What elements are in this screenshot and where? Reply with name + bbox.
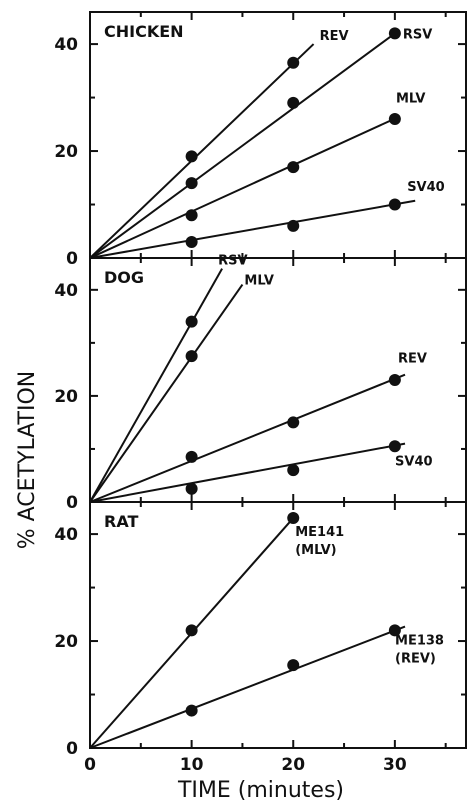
data-point <box>185 350 198 363</box>
series-label: ME141 <box>295 525 344 540</box>
series-line <box>89 373 406 503</box>
y-tick-label: 0 <box>66 493 78 513</box>
series-line <box>89 283 244 503</box>
data-point <box>287 161 300 174</box>
panel-title: DOG <box>104 268 144 287</box>
data-point <box>388 198 401 211</box>
panel-title: RAT <box>104 512 138 531</box>
panel-frame <box>89 501 467 749</box>
data-point <box>287 56 300 69</box>
data-point <box>185 235 198 248</box>
data-point <box>388 112 401 125</box>
series-label: MLV <box>244 274 274 289</box>
series-label: RSV <box>403 27 432 42</box>
y-tick-label: 40 <box>54 281 78 301</box>
data-point <box>185 315 198 328</box>
series-line <box>89 442 406 503</box>
data-point <box>388 440 401 453</box>
data-point <box>287 464 300 477</box>
y-tick-label: 20 <box>54 387 78 407</box>
y-tick-label: 20 <box>54 142 78 162</box>
data-point <box>185 704 198 717</box>
y-tick-label: 0 <box>66 249 78 269</box>
series-label: ME138 <box>395 634 444 649</box>
series-label: REV <box>320 29 349 44</box>
series-line <box>89 268 223 503</box>
x-tick-label: 30 <box>383 755 407 775</box>
y-tick-label: 40 <box>54 525 78 545</box>
series-line <box>89 199 416 259</box>
series-line <box>89 115 401 259</box>
data-point <box>185 482 198 495</box>
series-line <box>89 43 315 259</box>
y-tick-label: 20 <box>54 632 78 652</box>
panel-frame <box>89 11 467 259</box>
series-label: SV40 <box>395 455 433 470</box>
data-point <box>287 96 300 109</box>
series-sublabel: (MLV) <box>295 543 336 558</box>
data-point <box>388 374 401 386</box>
x-tick-label: 20 <box>281 755 305 775</box>
data-point <box>185 450 198 463</box>
x-tick-label: 10 <box>180 755 204 775</box>
data-point <box>287 219 300 232</box>
series-label: SV40 <box>407 180 445 195</box>
y-axis-title: % ACETYLATION <box>15 371 40 550</box>
series-label: REV <box>398 352 427 367</box>
data-point <box>287 416 300 429</box>
series-label: MLV <box>396 91 426 106</box>
data-point <box>185 624 198 637</box>
x-tick-label: 0 <box>84 755 96 775</box>
data-point <box>287 512 300 525</box>
series-label: RSV <box>218 254 247 269</box>
series-line <box>89 625 406 749</box>
data-point <box>185 177 198 190</box>
series-line <box>89 32 396 259</box>
data-point <box>185 209 198 222</box>
data-point <box>287 659 300 672</box>
series-sublabel: (REV) <box>395 652 436 667</box>
y-tick-label: 0 <box>66 739 78 759</box>
x-axis-title: TIME (minutes) <box>177 778 344 803</box>
data-point <box>388 27 401 40</box>
data-point <box>388 624 401 637</box>
panel-title: CHICKEN <box>104 22 184 41</box>
data-point <box>185 150 198 163</box>
y-tick-label: 40 <box>54 35 78 55</box>
